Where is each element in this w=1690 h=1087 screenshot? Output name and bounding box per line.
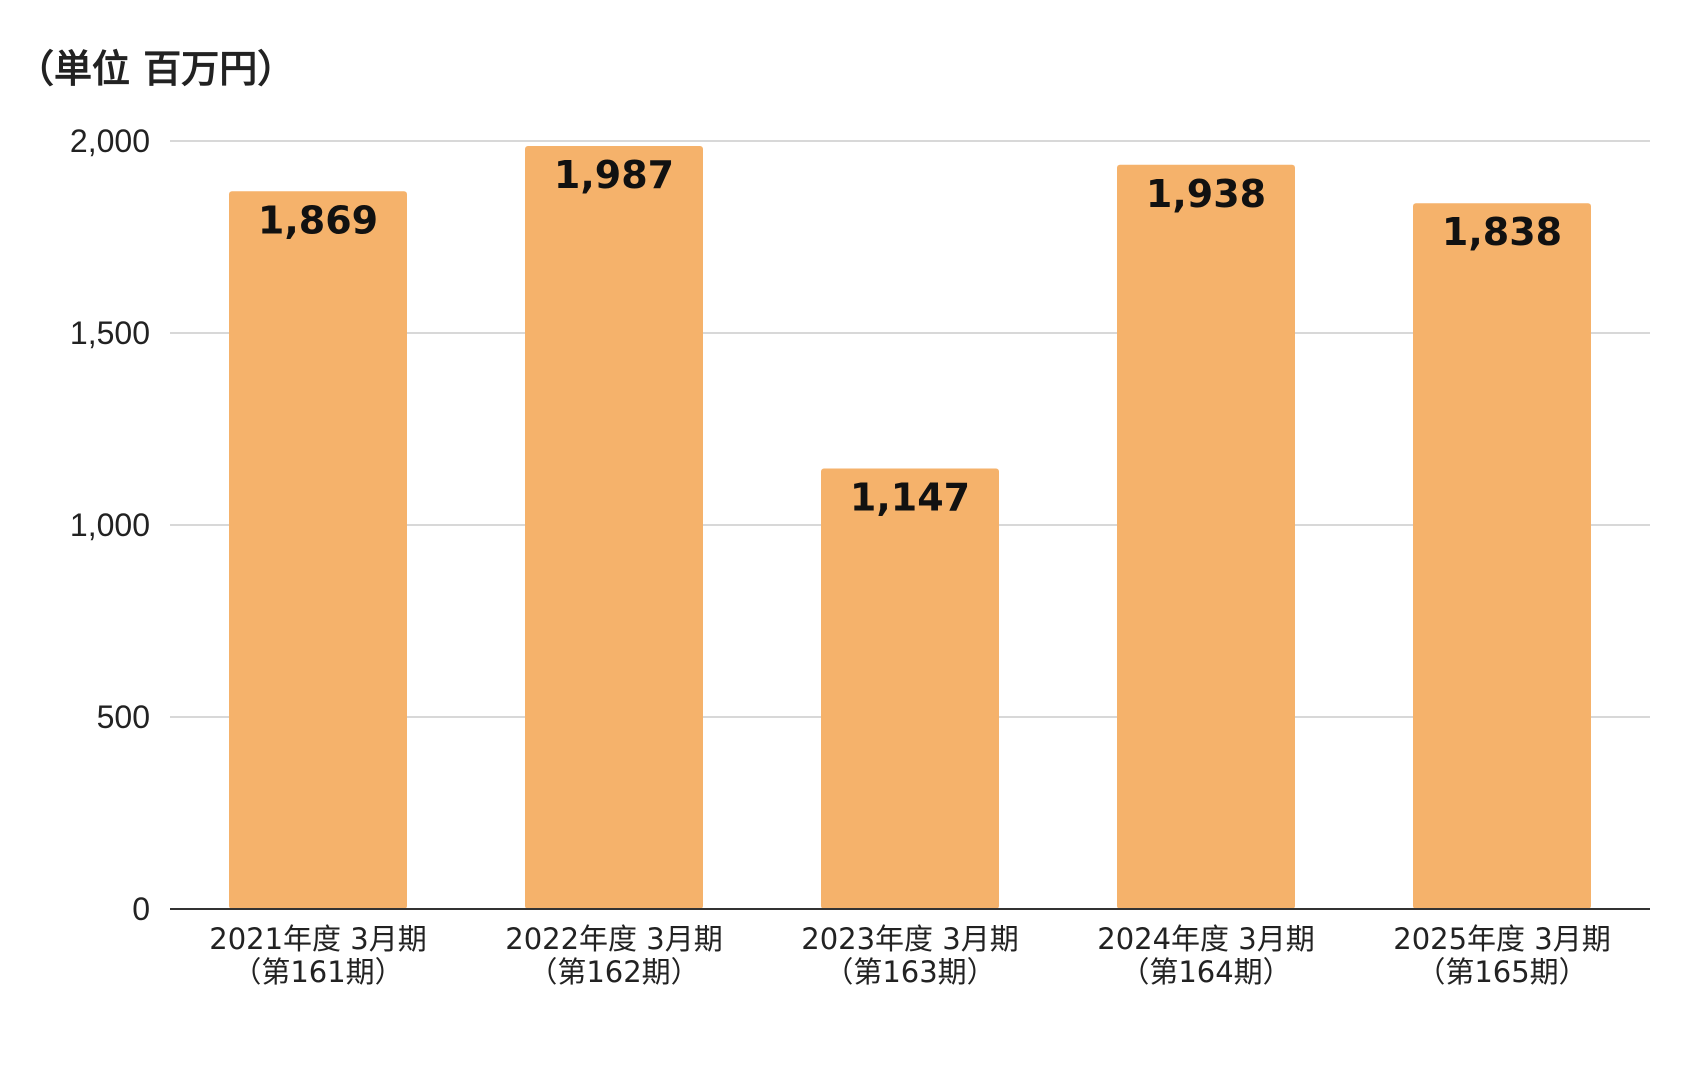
data-label: 1,987 [554, 153, 674, 197]
data-label: 1,838 [1442, 210, 1562, 254]
data-label: 1,869 [258, 198, 378, 242]
x-tick-label: 2025年度 3月期 [1393, 922, 1610, 956]
y-tick-label: 1,000 [70, 507, 150, 543]
x-tick-label: 2021年度 3月期 [209, 922, 426, 956]
x-tick-label: （第161期） [232, 955, 403, 989]
data-labels: 1,869 1,987 1,147 1,938 1,838 [258, 153, 1562, 520]
y-tick-label: 0 [132, 891, 150, 927]
bar [525, 145, 703, 909]
x-tick-label: （第165期） [1416, 955, 1587, 989]
x-tick-label: 2022年度 3月期 [505, 922, 722, 956]
x-tick-label: 2024年度 3月期 [1097, 922, 1314, 956]
y-axis-ticks: 0 500 1,000 1,500 2,000 [70, 123, 150, 927]
data-label: 1,147 [850, 476, 970, 520]
bar [821, 468, 999, 909]
y-tick-label: 2,000 [70, 123, 150, 159]
bars [229, 145, 1591, 910]
x-tick-label: 2023年度 3月期 [801, 922, 1018, 956]
x-axis-labels: 2021年度 3月期（第161期） 2022年度 3月期（第162期） 2023年度… [209, 922, 1610, 989]
y-tick-label: 1,500 [70, 315, 150, 351]
bar [1117, 164, 1295, 910]
x-tick-label: （第164期） [1120, 955, 1291, 989]
bar [229, 191, 407, 909]
unit-label: （単位 百万円） [16, 47, 295, 91]
data-label: 1,938 [1146, 172, 1266, 216]
bar [1413, 203, 1591, 909]
x-tick-label: （第162期） [528, 955, 699, 989]
x-tick-label: （第163期） [824, 955, 995, 989]
y-tick-label: 500 [97, 699, 150, 735]
